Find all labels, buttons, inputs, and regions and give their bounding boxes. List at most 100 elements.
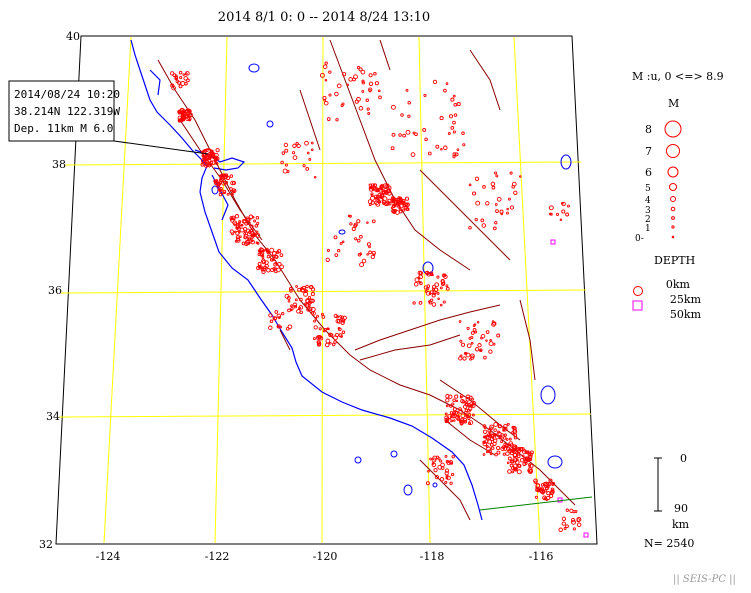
event-depth-mag: Dep. 11km M 6.0	[14, 122, 113, 135]
event-dot	[225, 175, 230, 181]
event-dot	[351, 226, 356, 232]
event-dot	[386, 188, 392, 194]
event-dot	[354, 237, 358, 241]
event-dot	[494, 452, 498, 457]
event-dot	[474, 330, 478, 334]
event-dot	[333, 235, 338, 240]
event-dot	[281, 151, 286, 155]
event-dot	[309, 298, 314, 304]
event-dot	[508, 437, 512, 441]
event-dot	[474, 347, 480, 352]
event-dot	[274, 310, 279, 314]
event-dot	[284, 293, 290, 299]
event-dot	[255, 216, 260, 220]
event-dot	[366, 221, 369, 224]
event-dot	[526, 457, 530, 460]
event-dot	[368, 87, 373, 92]
event-dot	[259, 252, 264, 257]
event-dot	[251, 215, 255, 219]
event-dot	[468, 336, 472, 340]
event-dot	[336, 318, 342, 324]
event-dot	[259, 250, 265, 256]
event-dot	[506, 461, 510, 465]
event-dot	[307, 295, 312, 300]
event-dot	[522, 449, 527, 455]
event-dot	[462, 143, 466, 147]
event-dot	[436, 291, 440, 295]
main-event-marker[interactable]	[202, 148, 214, 160]
event-dot	[281, 312, 285, 316]
event-dot	[213, 156, 219, 162]
event-dot	[404, 196, 410, 201]
event-dot	[269, 247, 275, 253]
event-dot	[565, 524, 569, 529]
event-dot	[272, 267, 276, 271]
event-dot	[253, 219, 257, 223]
event-dot	[209, 152, 213, 157]
event-dot	[391, 197, 396, 202]
event-dot	[292, 302, 298, 308]
event-dot	[271, 258, 275, 262]
map-title: 2014 8/1 0: 0 -- 2014 8/24 13:10	[218, 10, 430, 25]
event-dot	[390, 146, 395, 151]
lat-label-32: 32	[39, 538, 53, 551]
event-dot	[374, 81, 379, 86]
event-dot	[539, 488, 544, 494]
depth-marker-shallow	[633, 286, 643, 296]
event-dot	[474, 217, 478, 222]
event-dot	[231, 215, 236, 221]
event-dot	[489, 452, 493, 456]
event-dot	[410, 152, 416, 157]
event-dot	[290, 304, 293, 308]
event-dot	[223, 174, 228, 179]
event-dot	[226, 192, 230, 196]
event-dot	[519, 175, 522, 178]
event-dot	[512, 452, 518, 458]
event-dot	[247, 237, 252, 241]
event-dot	[245, 239, 250, 245]
event-dot	[311, 311, 316, 316]
event-dot	[512, 448, 516, 452]
depth-scale-unit: km	[672, 518, 690, 531]
event-dot	[452, 407, 457, 412]
event-dot	[493, 428, 497, 432]
event-dot	[310, 148, 314, 152]
event-dot	[452, 130, 456, 134]
event-dot	[368, 203, 372, 207]
event-dot	[178, 84, 183, 89]
event-dot	[442, 300, 446, 304]
magnitude-label: 6	[645, 166, 652, 179]
event-dot	[550, 489, 555, 493]
event-dot	[334, 253, 339, 257]
event-dot	[400, 200, 403, 204]
event-dot	[328, 341, 332, 345]
event-dot	[439, 477, 445, 482]
event-dot	[286, 170, 290, 173]
event-dot	[322, 64, 328, 69]
event-dot	[178, 118, 183, 123]
event-dot	[460, 342, 466, 347]
magnitude-header: M :u, 0 <=> 8.9	[632, 70, 724, 83]
event-dot	[356, 219, 361, 224]
event-dot	[250, 235, 254, 239]
event-dot	[467, 417, 471, 421]
event-dot	[444, 468, 450, 473]
event-dot	[302, 164, 306, 168]
event-dot	[287, 324, 293, 330]
depth-label-0: 0km	[666, 278, 691, 291]
event-dot	[439, 116, 444, 121]
event-dot	[489, 433, 495, 438]
event-dot	[459, 417, 465, 423]
event-dot	[535, 483, 541, 488]
event-dot	[238, 220, 242, 224]
event-dot	[352, 77, 356, 82]
event-dot	[395, 210, 400, 215]
event-dot	[229, 216, 234, 221]
event-dot	[271, 251, 277, 256]
event-location: 38.214N 122.319W	[14, 105, 120, 118]
event-dot	[341, 102, 345, 106]
event-dot	[431, 457, 437, 463]
event-dot	[383, 201, 389, 207]
earthquake-events	[170, 61, 589, 538]
event-dot	[462, 417, 468, 423]
